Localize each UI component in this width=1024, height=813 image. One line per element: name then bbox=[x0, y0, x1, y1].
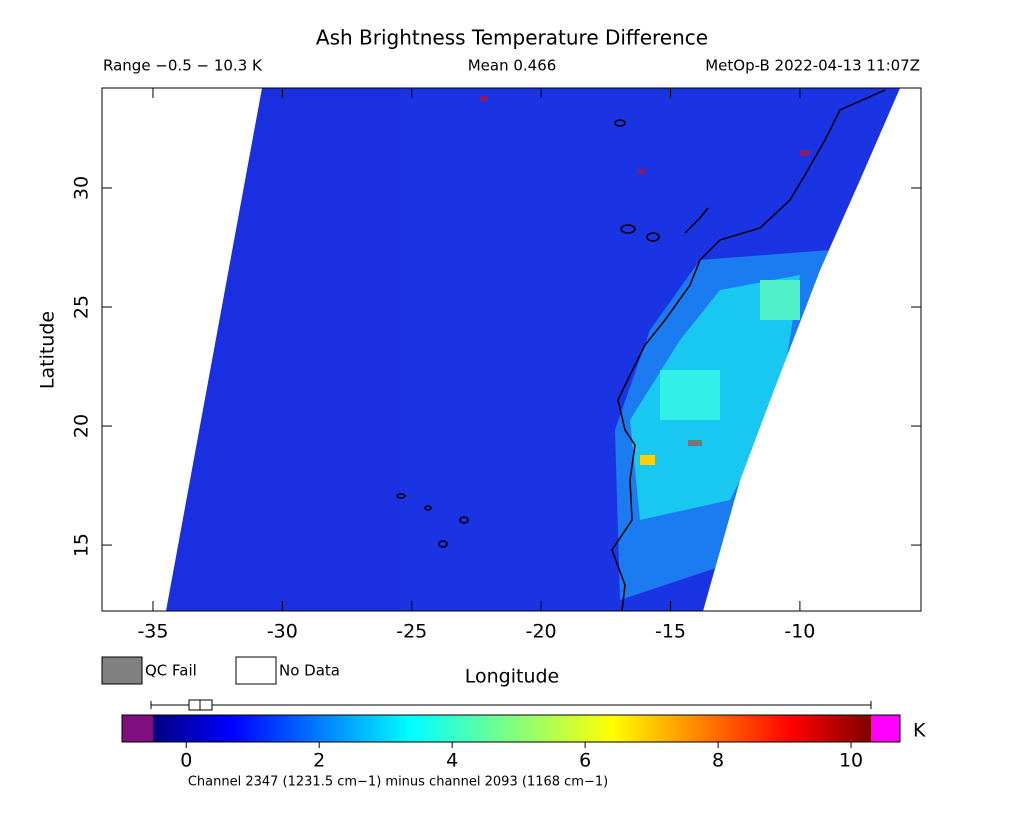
footer: Channel 2347 (1231.5 cm−1) minus channel… bbox=[188, 775, 608, 790]
colorbar-frame bbox=[121, 714, 901, 743]
swath bbox=[166, 88, 900, 611]
colorbar-tick-label: 0 bbox=[180, 750, 192, 772]
islands bbox=[396, 119, 709, 548]
y-tick-label: 25 bbox=[71, 295, 93, 319]
colorbar-tick-label: 10 bbox=[839, 750, 863, 772]
colorbar-over bbox=[871, 715, 900, 742]
x-tick-label: -30 bbox=[267, 621, 298, 643]
colorbar-under bbox=[122, 715, 153, 742]
x-tick-label: -25 bbox=[396, 621, 427, 643]
x-tick-label: -35 bbox=[137, 621, 168, 643]
y-axis-label: Latitude bbox=[37, 311, 59, 389]
mean-text: Mean 0.466 bbox=[468, 57, 557, 75]
colorbar bbox=[153, 715, 871, 742]
coastline bbox=[611, 89, 886, 612]
x-tick-label: -20 bbox=[526, 621, 557, 643]
title: Ash Brightness Temperature Difference bbox=[316, 26, 708, 50]
plot-frame bbox=[101, 87, 922, 612]
x-axis-label: Longitude bbox=[465, 666, 560, 688]
qc-fail-swatch bbox=[101, 656, 143, 685]
box-plot bbox=[150, 699, 872, 711]
y-tick-label: 20 bbox=[71, 414, 93, 438]
colorbar-tick-label: 8 bbox=[712, 750, 724, 772]
range-text: Range −0.5 − 10.3 K bbox=[103, 57, 263, 75]
satellite-text: MetOp-B 2022-04-13 11:07Z bbox=[705, 57, 920, 75]
colorbar-tick-label: 2 bbox=[313, 750, 325, 772]
colorbar-tick-label: 4 bbox=[446, 750, 458, 772]
legend-label: QC Fail bbox=[145, 662, 197, 680]
y-tick-label: 30 bbox=[71, 176, 93, 200]
colorbar-tick-label: 6 bbox=[579, 750, 591, 772]
no-data-swatch bbox=[235, 656, 277, 685]
x-tick-label: -15 bbox=[655, 621, 686, 643]
y-tick-label: 15 bbox=[71, 533, 93, 557]
legend-label: No Data bbox=[279, 662, 340, 680]
colorbar-unit: K bbox=[913, 720, 926, 742]
x-tick-label: -10 bbox=[784, 621, 815, 643]
